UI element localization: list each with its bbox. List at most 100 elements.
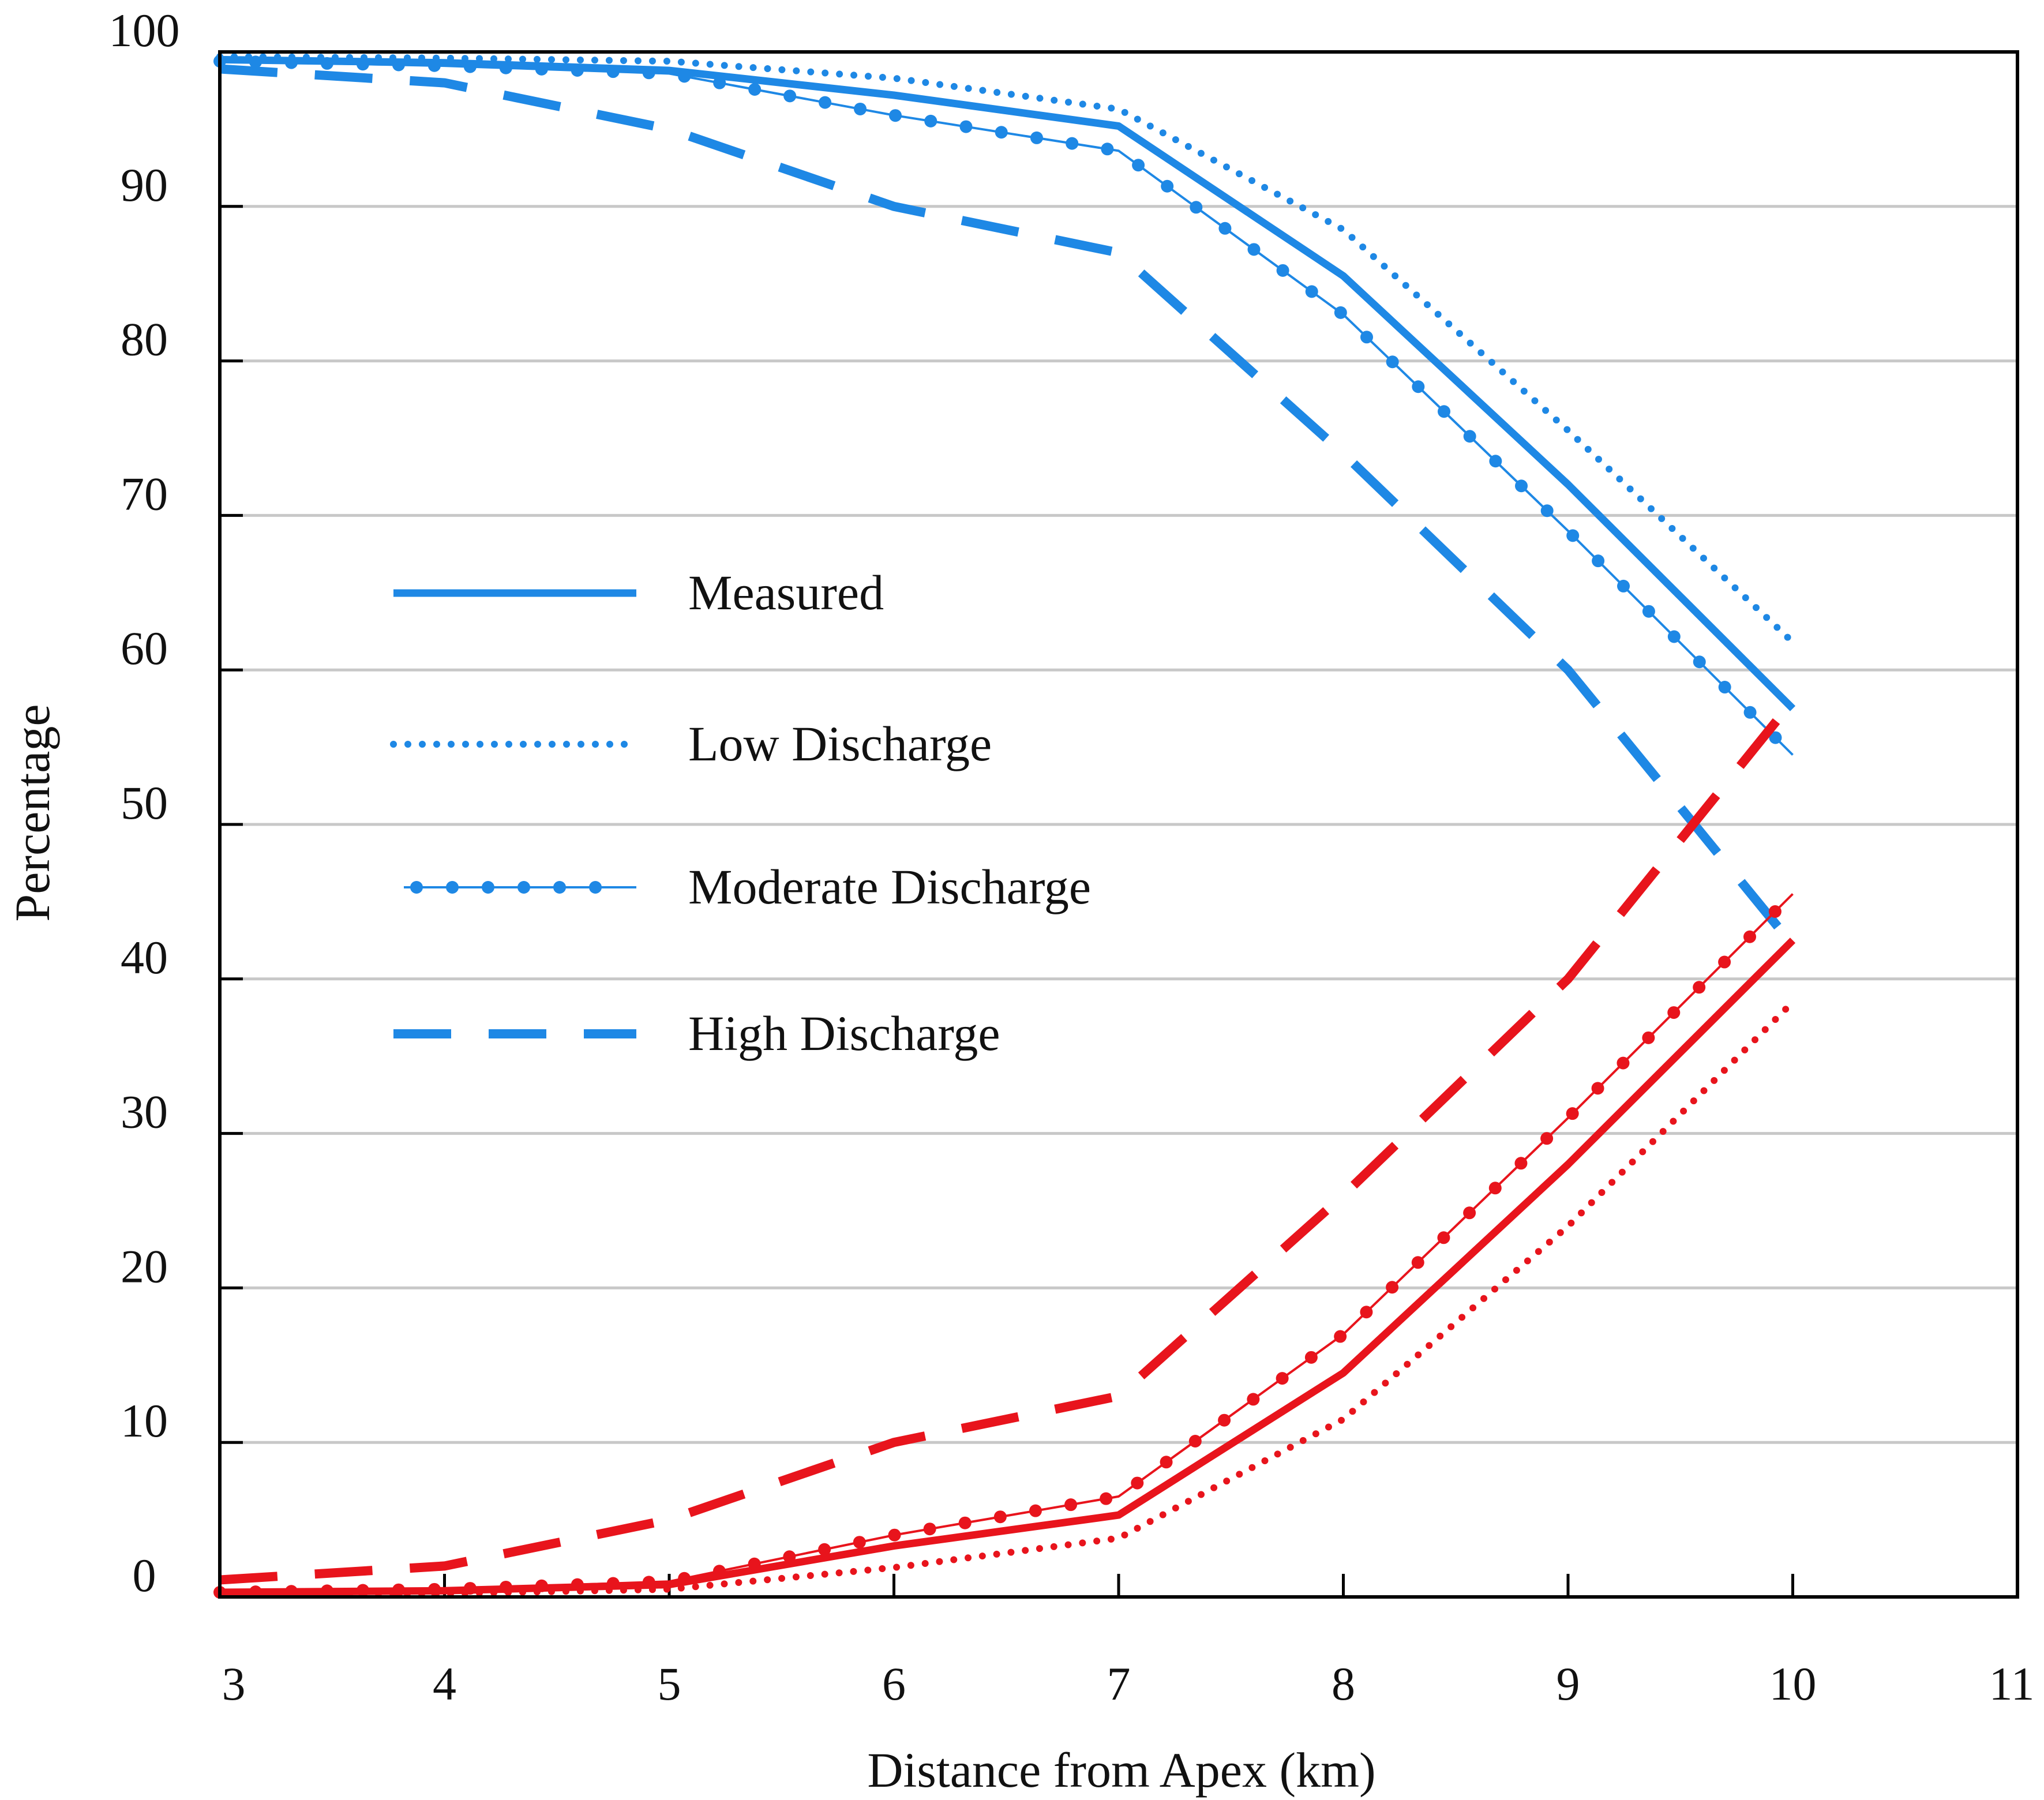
series-marker-lower-moderate-discharge [958, 1516, 972, 1529]
series-marker-lower-moderate-discharge [748, 1557, 761, 1570]
series-marker-lower-moderate-discharge [1642, 1031, 1655, 1044]
y-tick-label-80: 80 [121, 313, 168, 366]
legend-marker-moderate-discharge [446, 881, 459, 894]
series-marker-upper-moderate-discharge [819, 96, 832, 109]
series-marker-lower-moderate-discharge [1188, 1435, 1202, 1448]
series-marker-upper-moderate-discharge [1667, 630, 1681, 643]
series-marker-lower-moderate-discharge [427, 1582, 441, 1596]
series-upper-measured [219, 55, 1796, 711]
series-marker-upper-moderate-discharge [854, 102, 867, 115]
series-marker-upper-moderate-discharge [463, 60, 477, 73]
x-tick-label-5: 5 [658, 1657, 681, 1710]
series-marker-upper-moderate-discharge [392, 58, 405, 72]
series-marker-upper-moderate-discharge [1489, 455, 1502, 468]
x-tick-label-8: 8 [1332, 1657, 1355, 1710]
series-marker-upper-moderate-discharge [783, 89, 797, 103]
series-marker-upper-moderate-discharge [284, 56, 298, 69]
series-marker-lower-moderate-discharge [783, 1550, 796, 1563]
series-marker-lower-moderate-discharge [1029, 1504, 1042, 1517]
series-line-lower-moderate-discharge [219, 893, 1794, 1593]
series-marker-lower-moderate-discharge [678, 1572, 691, 1585]
y-tick-label-100: 100 [109, 4, 180, 57]
series-marker-lower-moderate-discharge [993, 1510, 1007, 1524]
series-marker-upper-moderate-discharge [748, 83, 762, 96]
series-marker-upper-moderate-discharge [1592, 554, 1605, 568]
legend-item-moderate-discharge: Moderate Discharge [404, 859, 1091, 914]
series-marker-lower-moderate-discharge [1386, 1281, 1399, 1294]
series-marker-lower-moderate-discharge [923, 1522, 936, 1536]
series-marker-lower-moderate-discharge [1131, 1476, 1144, 1490]
series-marker-upper-moderate-discharge [1161, 179, 1174, 193]
series-marker-upper-moderate-discharge [995, 126, 1008, 139]
series-marker-lower-moderate-discharge [463, 1582, 477, 1595]
x-axis-title: Distance from Apex (km) [867, 1742, 1375, 1798]
x-tick-label-4: 4 [433, 1657, 456, 1710]
y-axis-ticks: 0 10 20 30 40 50 60 70 80 90 100 [109, 4, 243, 1602]
series-marker-lower-moderate-discharge [1100, 1492, 1113, 1505]
y-tick-label-40: 40 [121, 931, 168, 984]
y-tick-label-0: 0 [133, 1549, 156, 1602]
series-lower-low-discharge [216, 999, 1797, 1597]
series-line-upper-low-discharge [216, 53, 1797, 646]
series-marker-lower-moderate-discharge [888, 1528, 901, 1542]
legend-marker-moderate-discharge [589, 881, 602, 894]
series-lower-high-discharge [219, 697, 1797, 1585]
series-marker-upper-moderate-discharge [535, 62, 548, 76]
series-marker-upper-moderate-discharge [427, 59, 441, 72]
series-marker-lower-moderate-discharge [1514, 1157, 1528, 1170]
x-tick-label-7: 7 [1107, 1657, 1131, 1710]
series-lower-moderate-discharge [213, 893, 1794, 1599]
series-upper-moderate-discharge [213, 55, 1794, 756]
series-marker-lower-moderate-discharge [1463, 1206, 1476, 1220]
series-marker-lower-moderate-discharge [642, 1576, 655, 1589]
series-marker-lower-moderate-discharge [392, 1583, 405, 1596]
x-tick-label-10: 10 [1769, 1657, 1817, 1710]
series-marker-lower-moderate-discharge [606, 1577, 620, 1590]
y-tick-label-50: 50 [121, 777, 168, 829]
series-marker-upper-moderate-discharge [1642, 605, 1655, 618]
series-marker-upper-moderate-discharge [1132, 159, 1145, 172]
legend-item-low-discharge: Low Discharge [390, 716, 992, 771]
series-marker-lower-moderate-discharge [1304, 1351, 1318, 1364]
series-marker-upper-moderate-discharge [1101, 142, 1114, 156]
series-marker-upper-moderate-discharge [642, 66, 655, 80]
series-marker-lower-moderate-discharge [535, 1579, 548, 1592]
series-marker-lower-moderate-discharge [356, 1584, 369, 1597]
series-marker-upper-moderate-discharge [678, 70, 691, 83]
series-marker-upper-moderate-discharge [1743, 706, 1757, 719]
series-lower-measured [219, 937, 1796, 1596]
y-tick-label-70: 70 [121, 467, 168, 520]
series-marker-lower-moderate-discharge [1617, 1056, 1630, 1070]
series-marker-lower-moderate-discharge [1334, 1330, 1347, 1343]
series-marker-lower-moderate-discharge [1276, 1372, 1289, 1385]
legend-marker-moderate-discharge [553, 881, 566, 894]
legend: Measured Low Discharge Moderate Discharge H… [390, 565, 1091, 1061]
legend-item-high-discharge: High Discharge [393, 1006, 1000, 1061]
y-axis-title: Percentage [5, 704, 60, 921]
series-marker-upper-moderate-discharge [1412, 380, 1425, 393]
series-marker-lower-moderate-discharge [1591, 1082, 1604, 1095]
grid-lines [220, 205, 2017, 1444]
series-marker-lower-moderate-discharge [1540, 1132, 1554, 1145]
series-marker-upper-moderate-discharge [1438, 405, 1451, 418]
series-marker-upper-moderate-discharge [1334, 306, 1347, 319]
legend-label-measured: Measured [688, 565, 884, 620]
series-marker-upper-moderate-discharge [1360, 331, 1373, 344]
legend-marker-moderate-discharge [517, 881, 530, 894]
series-marker-upper-moderate-discharge [249, 55, 262, 69]
legend-marker-moderate-discharge [482, 881, 494, 894]
series-marker-lower-moderate-discharge [1743, 930, 1757, 943]
series-line-upper-measured [219, 55, 1796, 711]
legend-label-low-discharge: Low Discharge [688, 716, 992, 771]
series-marker-upper-moderate-discharge [1305, 285, 1318, 298]
series-marker-lower-moderate-discharge [284, 1585, 298, 1598]
series-marker-lower-moderate-discharge [712, 1565, 726, 1578]
series-line-lower-high-discharge [219, 697, 1797, 1585]
series-marker-lower-moderate-discharge [1437, 1231, 1450, 1244]
series-marker-upper-moderate-discharge [1247, 243, 1261, 256]
series-marker-upper-moderate-discharge [1218, 222, 1232, 235]
series-layer [213, 53, 1797, 1599]
series-marker-upper-moderate-discharge [1030, 131, 1043, 144]
series-marker-lower-moderate-discharge [1693, 981, 1706, 994]
